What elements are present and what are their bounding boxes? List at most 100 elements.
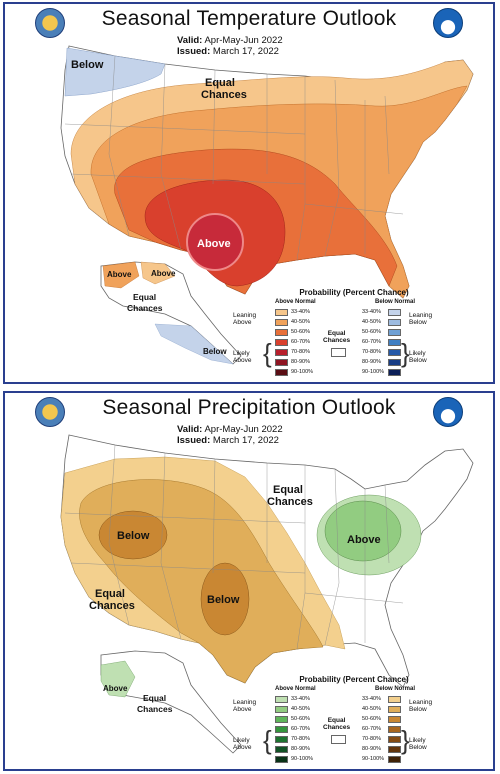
legend-swatch xyxy=(275,745,288,753)
legend-above-row: 40-50% xyxy=(275,318,317,326)
legend-title: Probability (Percent Chance) xyxy=(299,675,409,684)
legend-swatch xyxy=(275,358,288,366)
legend-leaning-above: Leaning Above xyxy=(233,312,257,326)
label-below-nw: Below xyxy=(117,530,150,542)
legend-swatch xyxy=(275,338,288,346)
legend-value: 60-70% xyxy=(291,726,310,732)
legend-above-row: 50-60% xyxy=(275,328,317,336)
legend-below-head: Below Normal xyxy=(375,299,416,305)
legend-swatch xyxy=(388,338,401,346)
legend-value: 33-40% xyxy=(362,309,381,315)
legend-swatch xyxy=(388,368,401,376)
label-ak-below: Below xyxy=(203,347,227,356)
noaa-logo-icon xyxy=(433,397,463,427)
legend-above-row: 90-100% xyxy=(275,368,317,376)
legend-swatch xyxy=(275,318,288,326)
label-ak-equal-1: Equal xyxy=(133,292,156,302)
legend-brace-left: { xyxy=(263,725,272,755)
label-ak-above-west: Above xyxy=(107,270,132,279)
precip-below-50-60-nw xyxy=(98,510,168,560)
doc-seal-icon xyxy=(35,8,65,38)
legend-below-head: Below Normal xyxy=(375,686,416,692)
legend-equal-swatch xyxy=(331,348,346,357)
legend-value: 80-90% xyxy=(362,359,381,365)
alaska-above-w xyxy=(102,261,140,289)
temperature-outlook-panel: Below Equal Chances Above Above Above Eq… xyxy=(3,2,495,384)
legend-value: 90-100% xyxy=(362,756,385,762)
temperature-title: Seasonal Temperature Outlook xyxy=(101,7,397,30)
legend-above-row: 33-40% xyxy=(275,308,317,316)
label-ak-equal-precip-1: Equal xyxy=(143,693,166,703)
legend-swatch xyxy=(388,705,401,713)
legend-likely-below: Likely Below xyxy=(409,737,427,751)
legend-value: 70-80% xyxy=(362,349,381,355)
label-ak-equal-2: Chances xyxy=(127,303,163,313)
precip-below-50-60-s xyxy=(200,562,250,636)
legend-swatch xyxy=(275,348,288,356)
legend-value: 40-50% xyxy=(362,319,381,325)
legend-likely-above: Likely Above xyxy=(233,737,252,751)
legend-above-row: 33-40% xyxy=(275,695,317,703)
precipitation-title: Seasonal Precipitation Outlook xyxy=(102,396,396,419)
legend-swatch xyxy=(388,308,401,316)
legend-above-row: 80-90% xyxy=(275,358,317,366)
noaa-logo-icon xyxy=(433,8,463,38)
legend-value: 80-90% xyxy=(291,359,310,365)
label-ak-above-precip: Above xyxy=(103,684,128,693)
precipitation-map: Equal Chances Above Below Below Equal Ch… xyxy=(60,434,474,754)
legend-above-row: 90-100% xyxy=(275,755,317,763)
legend-swatch xyxy=(388,348,401,356)
state-lines xyxy=(64,55,404,261)
legend-below-row: 70-80% xyxy=(359,348,401,356)
label-below-sw: Below xyxy=(207,594,240,606)
label-above-texas: Above xyxy=(197,238,231,250)
legend-above-row: 70-80% xyxy=(275,348,317,356)
legend-above-row: 60-70% xyxy=(275,725,317,733)
legend-swatch xyxy=(388,725,401,733)
legend-leaning-below: Leaning Below xyxy=(409,699,433,713)
alaska-below-se xyxy=(154,323,234,365)
legend-value: 80-90% xyxy=(362,746,381,752)
legend-leaning-above: Leaning Above xyxy=(233,699,257,713)
legend-value: 60-70% xyxy=(291,339,310,345)
temperature-map: Below Equal Chances Above Above Above Eq… xyxy=(60,45,474,365)
legend-below-row: 60-70% xyxy=(359,338,401,346)
temperature-valid: Valid: Apr-May-Jun 2022 xyxy=(177,35,283,46)
legend-below-row: 50-60% xyxy=(359,715,401,723)
label-ak-equal-precip-2: Chances xyxy=(137,704,173,714)
legend-above-row: 80-90% xyxy=(275,745,317,753)
alaska-above-e xyxy=(140,261,176,285)
legend-swatch xyxy=(388,695,401,703)
legend-value: 90-100% xyxy=(291,756,314,762)
legend-swatch xyxy=(388,755,401,763)
label-equal-west-1: Equal xyxy=(95,588,125,600)
legend-value: 90-100% xyxy=(362,369,385,375)
label-equal-ne-2: Chances xyxy=(267,496,313,508)
legend-likely-above: Likely Above xyxy=(233,350,252,364)
legend-value: 33-40% xyxy=(362,696,381,702)
legend-swatch xyxy=(275,308,288,316)
legend-swatch xyxy=(275,735,288,743)
precipitation-outlook-panel: Equal Chances Above Below Below Equal Ch… xyxy=(3,391,495,771)
legend-swatch xyxy=(275,328,288,336)
precipitation-valid: Valid: Apr-May-Jun 2022 xyxy=(177,424,283,435)
legend-swatch xyxy=(388,715,401,723)
legend-brace-left: { xyxy=(263,338,272,368)
precipitation-legend: Probability (Percent Chance) Above Norma… xyxy=(223,675,485,769)
label-ak-above-east: Above xyxy=(151,269,176,278)
legend-equal-chances: Equal Chances xyxy=(323,717,351,731)
precipitation-issued: Issued: March 17, 2022 xyxy=(177,435,279,446)
label-below-pnw: Below xyxy=(71,59,104,71)
label-equal-west-2: Chances xyxy=(89,600,135,612)
legend-equal-chances: Equal Chances xyxy=(323,330,351,344)
legend-swatch xyxy=(388,745,401,753)
legend-below-row: 90-100% xyxy=(359,755,401,763)
legend-leaning-below: Leaning Below xyxy=(409,312,433,326)
legend-likely-below: Likely Below xyxy=(409,350,427,364)
legend-value: 80-90% xyxy=(291,746,310,752)
legend-swatch xyxy=(275,695,288,703)
precip-above-40-50-gl xyxy=(324,500,402,562)
legend-swatch xyxy=(275,725,288,733)
legend-value: 50-60% xyxy=(291,716,310,722)
legend-below-row: 50-60% xyxy=(359,328,401,336)
